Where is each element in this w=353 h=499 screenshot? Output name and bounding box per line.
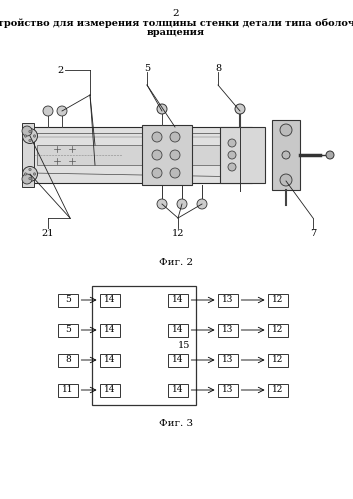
Bar	[268, 293, 288, 306]
Bar	[58, 353, 78, 366]
Bar	[272, 120, 300, 190]
Bar	[58, 384, 78, 397]
Text: 12: 12	[272, 355, 284, 364]
Circle shape	[228, 139, 236, 147]
Text: 13: 13	[222, 325, 234, 334]
Text: 5: 5	[65, 295, 71, 304]
Circle shape	[280, 124, 292, 136]
Circle shape	[22, 174, 32, 184]
Bar	[100, 293, 120, 306]
Circle shape	[29, 177, 31, 180]
Circle shape	[22, 126, 32, 136]
Bar	[100, 384, 120, 397]
Text: 14: 14	[104, 325, 116, 334]
Circle shape	[228, 151, 236, 159]
Text: 13: 13	[222, 386, 234, 395]
Bar	[168, 323, 188, 336]
Bar	[92, 285, 196, 405]
Bar	[268, 353, 288, 366]
Circle shape	[29, 130, 31, 133]
Bar	[218, 384, 238, 397]
Circle shape	[157, 104, 167, 114]
Circle shape	[177, 199, 187, 209]
Text: 5: 5	[144, 63, 150, 72]
Circle shape	[280, 174, 292, 186]
Text: 7: 7	[310, 229, 316, 238]
Bar	[58, 323, 78, 336]
Text: 13: 13	[222, 355, 234, 364]
Text: 5: 5	[65, 325, 71, 334]
Text: 8: 8	[215, 63, 221, 72]
Circle shape	[235, 104, 245, 114]
Circle shape	[170, 168, 180, 178]
Circle shape	[152, 150, 162, 160]
Bar	[100, 353, 120, 366]
Bar	[58, 293, 78, 306]
Circle shape	[23, 129, 37, 144]
Text: Устройство для измерения толщины стенки детали типа оболочка: Устройство для измерения толщины стенки …	[0, 18, 353, 27]
Text: 13: 13	[222, 295, 234, 304]
Circle shape	[29, 139, 31, 142]
Bar	[218, 323, 238, 336]
Text: 14: 14	[172, 295, 184, 304]
Text: 12: 12	[172, 229, 184, 238]
Circle shape	[24, 135, 27, 137]
Bar	[218, 293, 238, 306]
Circle shape	[57, 106, 67, 116]
Text: 12: 12	[272, 295, 284, 304]
Text: 15: 15	[178, 340, 190, 349]
Circle shape	[24, 173, 27, 175]
Circle shape	[157, 199, 167, 209]
Text: 14: 14	[104, 355, 116, 364]
Bar	[22, 123, 34, 187]
Circle shape	[152, 168, 162, 178]
Text: 21: 21	[42, 229, 54, 238]
Text: 14: 14	[104, 386, 116, 395]
Circle shape	[228, 163, 236, 171]
Text: 14: 14	[172, 325, 184, 334]
Circle shape	[33, 173, 36, 175]
Bar	[37, 145, 247, 165]
Text: 12: 12	[272, 386, 284, 395]
Bar	[100, 323, 120, 336]
Text: Фиг. 2: Фиг. 2	[159, 258, 193, 267]
Bar	[268, 384, 288, 397]
Circle shape	[23, 167, 37, 182]
Circle shape	[33, 135, 36, 137]
Bar	[32, 127, 252, 183]
Bar	[268, 323, 288, 336]
Text: 11: 11	[62, 386, 74, 395]
Text: 2: 2	[173, 9, 179, 18]
Bar	[168, 353, 188, 366]
Bar	[220, 127, 265, 183]
Circle shape	[29, 168, 31, 171]
Bar	[168, 293, 188, 306]
Text: 2: 2	[57, 65, 63, 74]
Circle shape	[170, 132, 180, 142]
Text: 8: 8	[65, 355, 71, 364]
Circle shape	[152, 132, 162, 142]
Circle shape	[43, 106, 53, 116]
Bar	[168, 384, 188, 397]
Text: 14: 14	[104, 295, 116, 304]
Text: 14: 14	[172, 355, 184, 364]
Circle shape	[326, 151, 334, 159]
Text: Фиг. 3: Фиг. 3	[159, 419, 193, 428]
Text: вращения: вращения	[147, 28, 205, 37]
Text: 14: 14	[172, 386, 184, 395]
Circle shape	[197, 199, 207, 209]
Text: 12: 12	[272, 325, 284, 334]
Bar	[142, 125, 192, 185]
Bar	[218, 353, 238, 366]
Circle shape	[282, 151, 290, 159]
Circle shape	[170, 150, 180, 160]
